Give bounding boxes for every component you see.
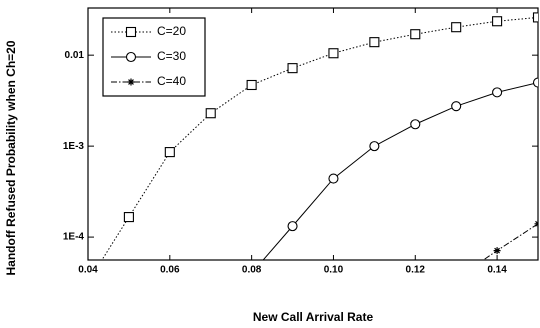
legend-marker: [127, 78, 135, 86]
y-axis-label: Handoff Refused Probability when Ch=20: [4, 40, 18, 275]
plot-area: [84, 12, 538, 287]
marker: [287, 63, 298, 74]
marker: [534, 220, 538, 228]
marker: [453, 275, 460, 282]
x-tick-label: 0.10: [324, 265, 344, 276]
plot-frame: [87, 7, 539, 261]
marker: [492, 16, 503, 27]
x-tick-label: 0.04: [78, 265, 98, 276]
marker: [328, 173, 339, 184]
legend-marker: [125, 26, 137, 38]
marker: [246, 79, 257, 91]
x-axis-label: New Call Arrival Rate: [253, 310, 374, 324]
x-tick-label: 0.12: [406, 265, 426, 276]
marker: [205, 108, 216, 119]
x-tick-label: 0.06: [160, 265, 180, 276]
y-tick-label: 1E-3: [63, 141, 85, 152]
marker: [410, 29, 421, 40]
marker: [328, 48, 339, 59]
marker: [287, 221, 298, 232]
x-tick-label: 0.14: [487, 265, 507, 276]
marker: [123, 212, 134, 223]
marker: [369, 141, 380, 152]
series-line: [262, 82, 538, 260]
marker: [369, 37, 380, 48]
legend-marker: [125, 51, 137, 63]
legend-label: C=30: [157, 49, 186, 63]
marker: [532, 12, 538, 23]
y-tick-label: 1E-4: [63, 232, 85, 243]
legend-label: C=20: [157, 24, 186, 38]
marker: [451, 101, 462, 112]
marker: [532, 77, 538, 88]
marker: [451, 22, 462, 33]
marker: [410, 119, 421, 130]
series-line: [101, 16, 538, 260]
x-tick-label: 0.08: [242, 265, 262, 276]
legend-label: C=40: [157, 74, 186, 88]
marker: [492, 87, 503, 98]
marker: [493, 247, 501, 255]
marker: [164, 147, 175, 158]
marker: [84, 278, 93, 287]
y-tick-label: 0.01: [65, 50, 85, 61]
